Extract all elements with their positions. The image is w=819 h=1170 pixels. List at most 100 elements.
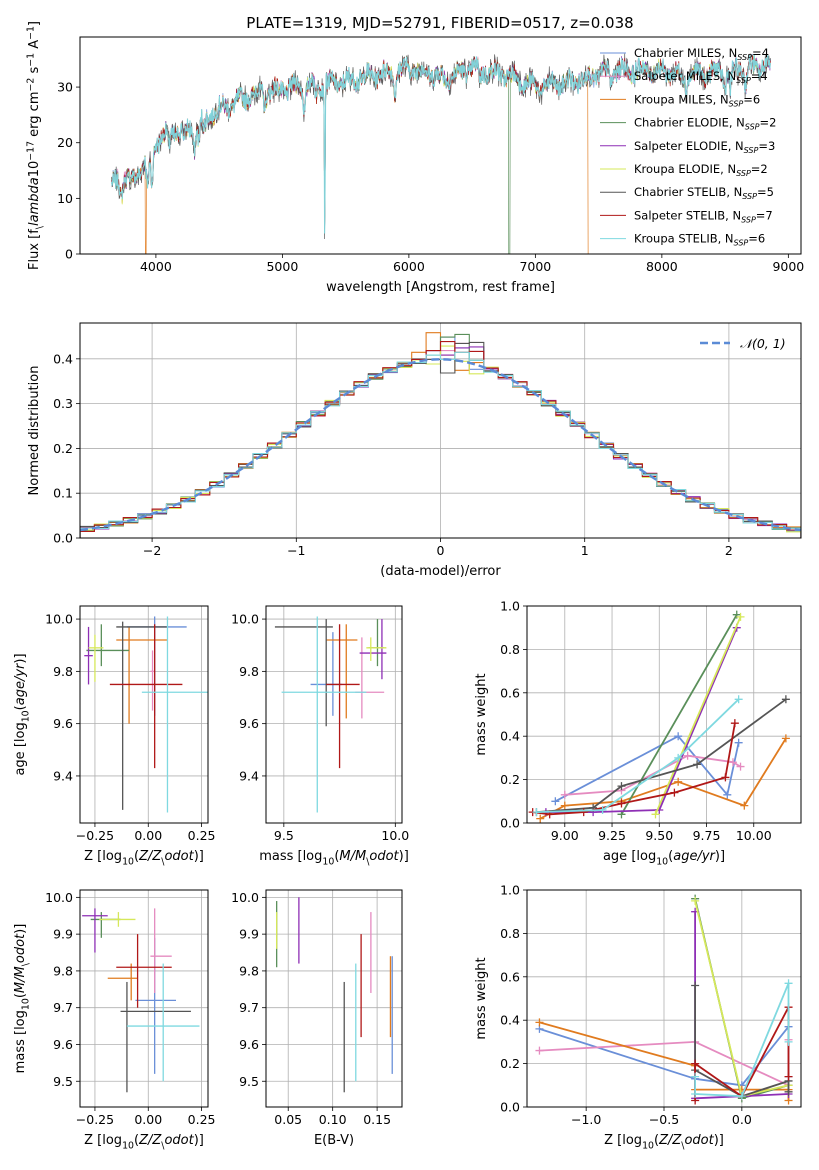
x-tick-label: 9.75 [693, 828, 721, 843]
y-tick-label: 0.3 [53, 396, 73, 411]
y-tick-label: 9.9 [53, 927, 73, 942]
weight-marker [536, 814, 545, 823]
y-tick-label: 0.2 [53, 441, 73, 456]
x-axis-label: E(B-V) [314, 1133, 354, 1148]
axes-frame [79, 605, 209, 824]
panel-age_vs_mass: 9.5 10.0 9.4 9.6 9.8 10.0 mass [log10(M/M\odot… [231, 605, 409, 868]
plot-area-residuals [80, 332, 801, 538]
legend-label: Salpeter STELIB, NSSP=7 [634, 208, 773, 224]
y-tick-label: 0.4 [53, 351, 73, 366]
x-tick-label: 0.10 [319, 1112, 347, 1127]
weight-marker [730, 719, 739, 728]
x-tick-label: 6000 [393, 259, 425, 274]
x-tick-label: −0.25 [76, 1112, 114, 1127]
y-tick-label: 0.6 [500, 685, 520, 700]
legend-label: Chabrier STELIB, NSSP=5 [634, 185, 774, 201]
y-tick-label: 0.1 [53, 486, 73, 501]
x-tick-label: 9.00 [551, 828, 579, 843]
panel-age_vs_Z: −0.25 0.00 0.25 9.4 9.6 9.8 10.0 Z [log10(Z/Z\o… [13, 605, 216, 868]
y-tick-label: 0.8 [500, 642, 520, 657]
legend-label: Kroupa MILES, NSSP=6 [634, 92, 760, 108]
weight-marker [579, 808, 588, 817]
x-tick-label: 10.0 [381, 828, 409, 843]
y-tick-label: 20 [57, 135, 73, 150]
weight-marker [691, 1089, 700, 1098]
weight-line [654, 616, 742, 815]
panel-spectrum: 4000 5000 6000 7000 8000 9000 0 10 20 30 wavelengt… [26, 21, 805, 295]
figure-title: PLATE=1319, MJD=52791, FIBERID=0517, z=0… [246, 14, 633, 32]
weight-marker [683, 751, 692, 760]
x-tick-label: 2 [725, 543, 733, 558]
x-tick-label: 0 [437, 543, 445, 558]
y-tick-label: 0.4 [500, 729, 520, 744]
y-tick-label: 9.4 [53, 768, 73, 783]
weight-marker [691, 981, 700, 990]
weight-line [545, 627, 738, 813]
y-tick-label: 0.2 [500, 772, 520, 787]
y-tick-label: 9.6 [239, 716, 259, 731]
x-tick-label: 7000 [519, 259, 551, 274]
panel-mass_vs_ebv: 0.05 0.10 0.15 9.5 9.6 9.7 9.8 9.9 10.0 E(B-V) [231, 889, 403, 1148]
y-tick-label: 1.0 [500, 599, 520, 614]
weight-marker [781, 734, 790, 743]
weight-marker [728, 758, 737, 767]
weight-marker [691, 896, 700, 905]
histogram-step [80, 351, 801, 538]
x-axis-label: Z [log10(Z/Z\odot)] [84, 1133, 204, 1152]
y-tick-label: 9.4 [239, 768, 259, 783]
plot-area-spectrum [111, 53, 771, 254]
spectrum-line [111, 54, 771, 234]
axes-frame [79, 889, 209, 1108]
y-tick-label: 0.0 [53, 531, 73, 546]
y-tick-label: 9.5 [53, 1074, 73, 1089]
y-tick-label: 9.6 [53, 1037, 73, 1052]
plot-area-mass_vs_Z [82, 908, 200, 1093]
panel-weight_vs_age: 9.00 9.25 9.50 9.75 10.00 0.0 0.2 0.4 0.6 0.8 1.0 a… [474, 599, 802, 868]
weight-marker [560, 801, 569, 810]
y-axis-label: mass [log10(M/M\odot)] [13, 924, 32, 1074]
weight-marker [535, 1018, 544, 1027]
x-tick-label: 9.5 [274, 828, 294, 843]
x-tick-label: 9.25 [598, 828, 626, 843]
axes-frame [526, 605, 802, 824]
plot-area-age_vs_Z [84, 616, 208, 813]
legend: 𝒩(0, 1) [700, 336, 786, 351]
y-tick-label: 9.8 [239, 664, 259, 679]
y-tick-label: 9.5 [239, 1074, 259, 1089]
x-axis-label: (data-model)/error [380, 564, 501, 579]
axes-frame [79, 36, 802, 255]
weight-marker [781, 695, 790, 704]
weight-marker [532, 808, 541, 817]
x-tick-label: 0.05 [274, 1112, 302, 1127]
y-tick-label: 0.4 [500, 1013, 520, 1028]
weight-marker [617, 782, 626, 791]
y-axis-label: mass weight [474, 957, 489, 1039]
weight-marker [784, 1037, 793, 1046]
x-tick-label: 10.00 [736, 828, 772, 843]
y-tick-label: 9.8 [53, 664, 73, 679]
legend: Chabrier MILES, NSSP=4 Salpeter MILES, NS… [600, 46, 776, 248]
y-axis-label: Normed distribution [27, 366, 42, 496]
x-tick-label: −0.25 [76, 828, 114, 843]
x-tick-label: 4000 [140, 259, 172, 274]
legend-label: Salpeter ELODIE, NSSP=3 [634, 139, 775, 155]
weight-marker [723, 790, 732, 799]
weight-marker [740, 801, 749, 810]
panels: 4000 5000 6000 7000 8000 90000102030wavelengt… [13, 21, 804, 1152]
x-tick-label: 0.25 [188, 828, 216, 843]
y-tick-label: 0.0 [500, 816, 520, 831]
y-tick-label: 30 [57, 80, 73, 95]
legend-label: Kroupa STELIB, NSSP=6 [634, 232, 765, 248]
weight-marker [691, 1059, 700, 1068]
axes-frame [265, 889, 403, 1108]
normal-curve [80, 358, 801, 532]
x-axis-label: Z [log10(Z/Z\odot)] [84, 849, 204, 868]
weight-marker [670, 788, 679, 797]
y-tick-label: 0.0 [500, 1100, 520, 1115]
y-tick-label: 10.0 [45, 890, 73, 905]
x-tick-label: −1 [287, 543, 305, 558]
x-tick-label: 0.15 [363, 1112, 391, 1127]
y-axis-label: mass weight [474, 673, 489, 755]
weight-line [554, 735, 740, 803]
weight-marker [693, 760, 702, 769]
